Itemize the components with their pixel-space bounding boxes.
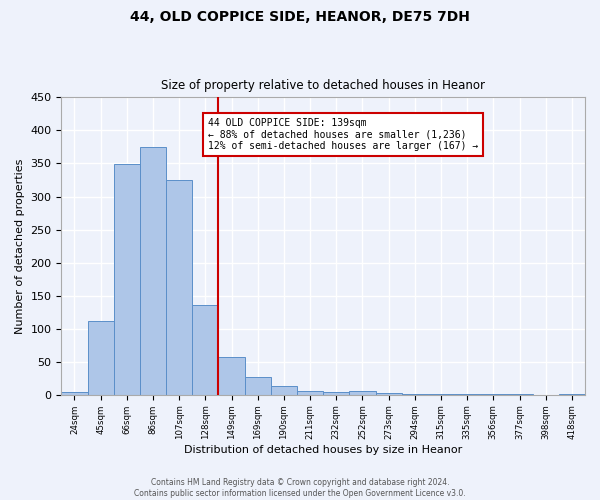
Bar <box>506 394 533 395</box>
Text: 44 OLD COPPICE SIDE: 139sqm
← 88% of detached houses are smaller (1,236)
12% of : 44 OLD COPPICE SIDE: 139sqm ← 88% of det… <box>208 118 478 152</box>
Bar <box>114 164 140 395</box>
Bar <box>349 391 376 395</box>
Bar <box>323 392 349 395</box>
Bar <box>140 147 166 395</box>
Bar <box>61 392 88 395</box>
Title: Size of property relative to detached houses in Heanor: Size of property relative to detached ho… <box>161 79 485 92</box>
Text: Contains HM Land Registry data © Crown copyright and database right 2024.
Contai: Contains HM Land Registry data © Crown c… <box>134 478 466 498</box>
Text: 44, OLD COPPICE SIDE, HEANOR, DE75 7DH: 44, OLD COPPICE SIDE, HEANOR, DE75 7DH <box>130 10 470 24</box>
Bar <box>218 357 245 395</box>
Bar <box>376 393 402 395</box>
X-axis label: Distribution of detached houses by size in Heanor: Distribution of detached houses by size … <box>184 445 463 455</box>
Bar <box>454 394 480 395</box>
Bar <box>245 377 271 395</box>
Bar <box>428 394 454 395</box>
Bar <box>166 180 193 395</box>
Bar <box>271 386 297 395</box>
Bar <box>402 394 428 395</box>
Bar <box>480 394 506 395</box>
Bar <box>88 322 114 395</box>
Y-axis label: Number of detached properties: Number of detached properties <box>15 158 25 334</box>
Bar <box>193 305 218 395</box>
Bar <box>297 391 323 395</box>
Bar <box>559 394 585 395</box>
